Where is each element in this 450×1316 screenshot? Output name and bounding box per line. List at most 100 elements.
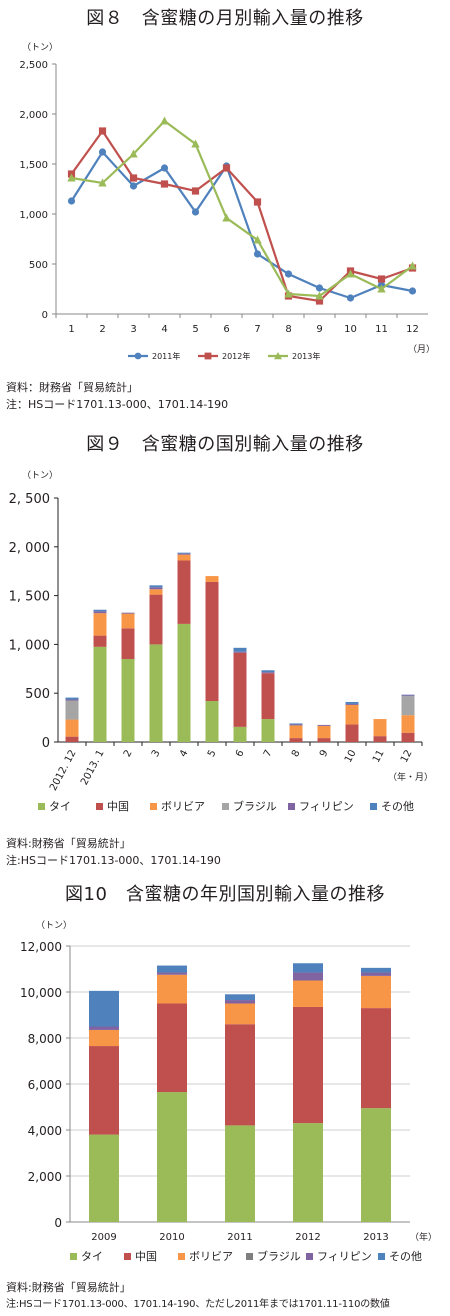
fig8-y-tick-label: 500 <box>29 260 48 271</box>
fig8-point-2013 <box>98 178 107 187</box>
fig9-legend-swatch <box>288 803 295 810</box>
fig8-x-tick-label: 2 <box>99 324 105 335</box>
fig8-y-unit: （トン） <box>22 42 58 53</box>
fig8-x-tick-label: 11 <box>375 324 388 335</box>
fig9-x-tick-label: 5 <box>206 748 219 759</box>
fig8-x-tick-label: 3 <box>130 324 136 335</box>
fig9-bar-segment <box>261 670 275 673</box>
fig8-x-tick-label: 6 <box>223 324 229 335</box>
fig9-title: 図９ 含蜜糖の国別輸入量の推移 <box>86 434 364 455</box>
fig10-bar-segment <box>89 1029 119 1047</box>
fig9-bar-segment <box>317 725 331 739</box>
fig10-legend-label: その他 <box>389 1250 422 1263</box>
fig8-point-2013 <box>346 269 355 278</box>
fig8-point-2011 <box>129 182 138 190</box>
fig10-bar-segment <box>361 967 391 973</box>
fig9-bar-segment <box>261 673 275 720</box>
fig10-bar-segment <box>157 1092 187 1222</box>
fig9-legend-label: フィリピン <box>299 800 354 813</box>
fig10-bar-segment <box>225 1125 255 1222</box>
fig8-point-2012 <box>191 187 200 195</box>
fig9-bar-segment <box>65 736 79 742</box>
fig10-bar-segment <box>293 972 323 981</box>
fig9-y-tick-label: 2, 000 <box>9 541 50 556</box>
fig9-bar-segment <box>233 651 247 653</box>
fig9-y-unit: （トン） <box>22 470 58 481</box>
fig9-bar-segment <box>401 695 415 697</box>
fig9-x-tick-label: 8 <box>290 748 303 759</box>
fig9-bar-segment <box>345 701 359 704</box>
fig10-legend-swatch <box>178 1253 185 1260</box>
fig9-bar-segment <box>65 700 79 720</box>
fig9-legend-label: その他 <box>381 800 414 813</box>
fig9-source: 資料:財務省「貿易統計」 <box>6 837 131 850</box>
fig9-x-tick-label: 2012. 12 <box>48 748 79 792</box>
fig10-legend-label: フィリピン <box>317 1250 372 1263</box>
fig8-note: 注：HSコード1701.13-000、1701.14-190 <box>6 398 229 411</box>
fig9-x-tick-label: 12 <box>399 748 415 764</box>
fig8-point-2011 <box>408 287 417 295</box>
fig9-bar-segment <box>93 613 107 636</box>
fig10-legend-swatch <box>378 1253 385 1260</box>
fig9-x-tick-label: 11 <box>371 748 387 764</box>
fig9-x-tick-label: 7 <box>262 748 275 759</box>
fig10-x-tick-label: 2012 <box>295 1232 320 1243</box>
fig9-bar-segment <box>401 696 415 716</box>
fig8-point-2013 <box>129 149 138 158</box>
fig9-x-tick-label: 2013. 1 <box>79 748 107 787</box>
fig9-bar-segment <box>205 581 219 702</box>
fig10-note: 注:HSコード1701.13-000、1701.14-190、ただし2011年ま… <box>6 1299 390 1310</box>
fig8-legend-label: 2011年 <box>152 351 180 361</box>
fig8-point-2013 <box>160 116 169 125</box>
fig10-title: 図10 含蜜糖の年別国別輸入量の推移 <box>65 884 385 905</box>
fig10-bar-segment <box>225 1003 255 1025</box>
fig8-y-tick-label: 2,000 <box>19 110 48 121</box>
fig10-bar-segment <box>293 1006 323 1124</box>
fig8-point-2011 <box>98 148 107 156</box>
fig9-x-tick-label: 3 <box>150 748 163 759</box>
fig10-bar-segment <box>89 1134 119 1222</box>
fig10-y-unit: （トン） <box>36 920 72 931</box>
fig9-bar-segment <box>177 560 191 624</box>
fig8-point-2012 <box>129 174 138 182</box>
fig9-stacked-bar-chart: （トン） （年・月） 0 500 1, 000 1, 500 2, 000 2, 500 2… <box>9 470 433 813</box>
fig9-bar-segment <box>149 644 163 742</box>
fig8-point-2012 <box>315 297 324 305</box>
fig8-point-2012 <box>253 198 262 206</box>
fig8-legend-marker <box>204 352 212 360</box>
fig10-stacked-bar-chart: （トン） （年） 0 2,000 4,000 6,000 8,000 10,000 12,0… <box>20 920 437 1263</box>
fig10-bar-segment <box>157 1003 187 1093</box>
fig9-bar-segment <box>121 612 135 614</box>
fig8-point-2011 <box>191 208 200 216</box>
fig8-title: 図８ 含蜜糖の月別輸入量の推移 <box>86 8 364 29</box>
fig9-bar-segment <box>317 738 331 742</box>
fig9-bar-segment <box>205 576 219 582</box>
fig8-point-2013 <box>377 284 386 293</box>
fig9-bar-segment <box>121 659 135 742</box>
fig8-x-tick-label: 12 <box>406 324 419 335</box>
fig10-x-unit: （年） <box>410 1231 437 1243</box>
fig9-bar-segment <box>317 724 331 726</box>
fig9-bar-segment <box>121 613 135 629</box>
fig10-bar-segment <box>361 972 391 976</box>
fig9-bar-segment <box>149 594 163 645</box>
fig8-y-tick-label: 1,000 <box>19 210 48 221</box>
fig8-y-tick-label: 2,500 <box>19 60 48 71</box>
fig9-bar-segment <box>233 726 247 742</box>
fig8-x-tick-label: 9 <box>316 324 322 335</box>
fig9-legend-swatch <box>370 803 377 810</box>
fig8-point-2012 <box>98 127 107 135</box>
fig8-point-2011 <box>284 270 293 278</box>
fig10-legend-label: 中国 <box>135 1250 157 1263</box>
fig10-bar-segment <box>361 1108 391 1222</box>
fig9-bar-segment <box>233 647 247 652</box>
fig9-bar-segment <box>289 724 303 726</box>
fig8-legend-marker <box>274 352 282 360</box>
fig8-x-tick-label: 5 <box>192 324 198 335</box>
fig9-y-tick-label: 2, 500 <box>9 492 50 507</box>
fig8-legend-label: 2013年 <box>292 351 320 361</box>
fig9-y-tick-label: 0 <box>42 736 50 751</box>
fig8-y-tick-label: 1,500 <box>19 160 48 171</box>
fig10-y-tick-label: 4,000 <box>28 1124 62 1138</box>
fig9-bar-segment <box>401 732 415 742</box>
